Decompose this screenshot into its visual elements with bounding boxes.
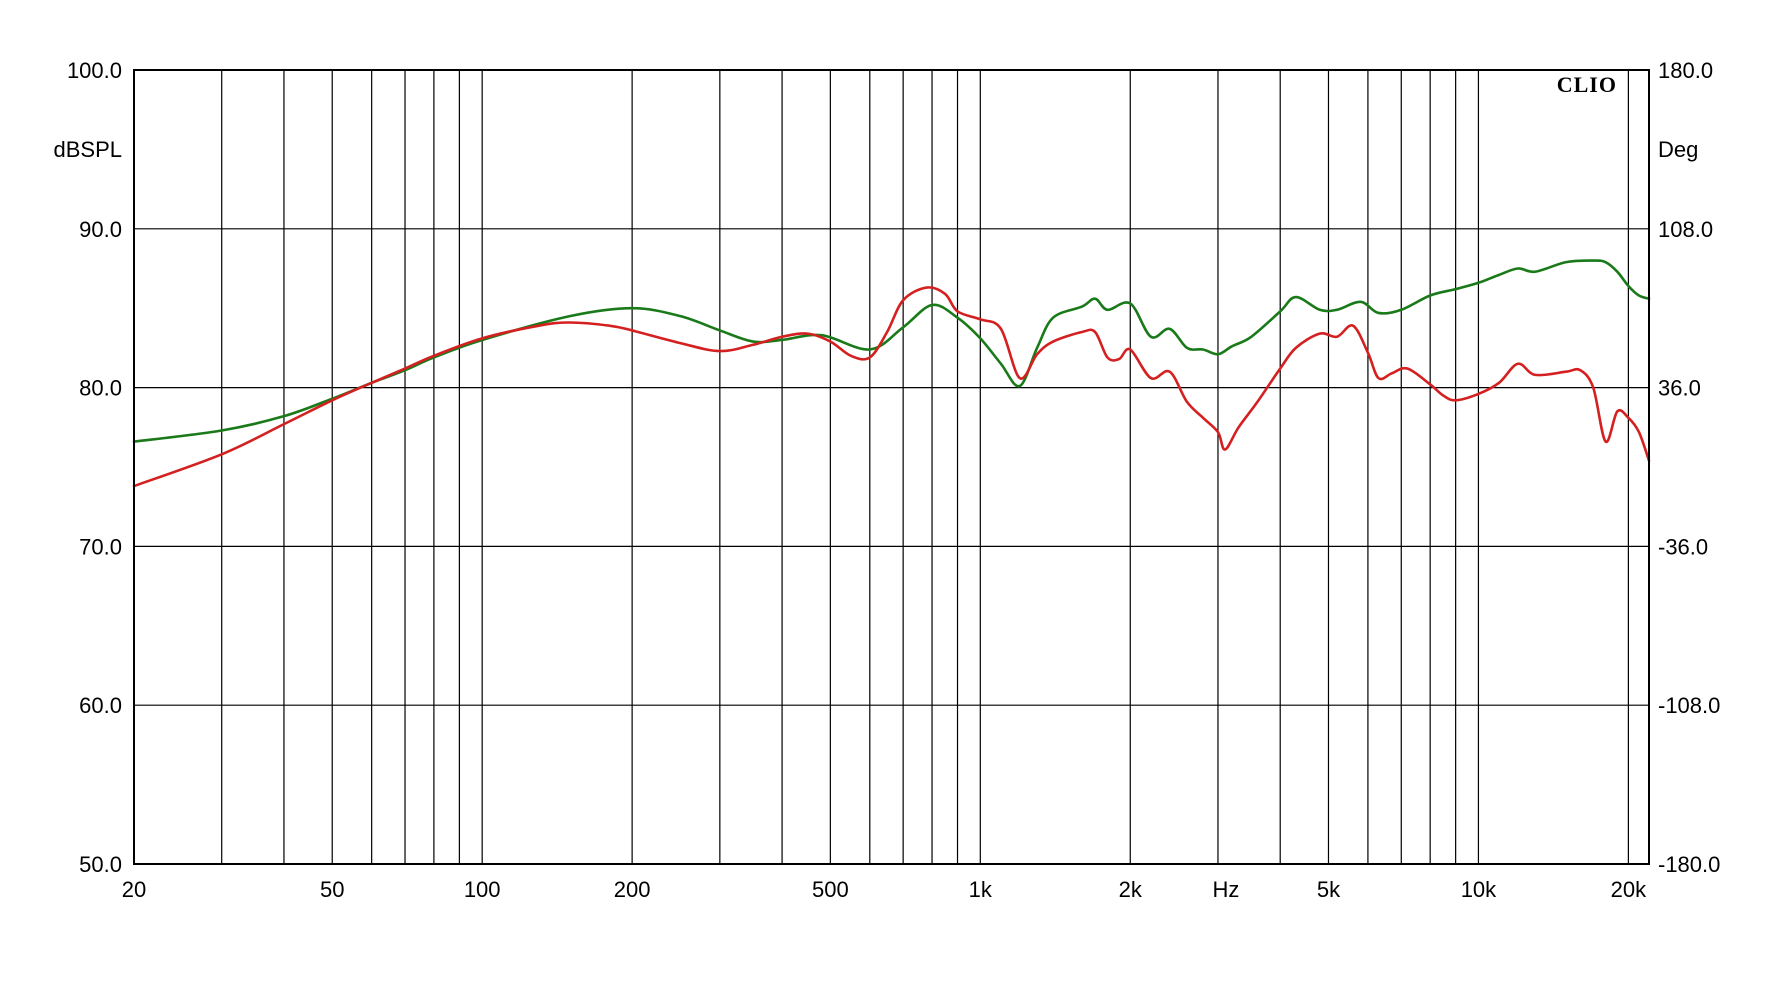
y2-tick-label: -108.0 <box>1658 693 1720 718</box>
y2-tick-label: -36.0 <box>1658 534 1708 559</box>
y-tick-label: 70.0 <box>79 534 122 559</box>
y-tick-label: 90.0 <box>79 217 122 242</box>
x-axis-unit-label: Hz <box>1213 877 1240 902</box>
series-layer <box>132 259 1651 488</box>
x-tick-label: 2k <box>1119 877 1143 902</box>
label-layer: CLIO dBSPL Deg Hz 100.0 90.0 80.0 70.0 60.0 5… <box>54 58 1721 902</box>
x-tick-label: 200 <box>614 877 651 902</box>
series-line-green <box>132 259 1651 443</box>
x-tick-label: 20k <box>1611 877 1647 902</box>
y2-tick-label: 180.0 <box>1658 58 1713 83</box>
y-tick-label: 50.0 <box>79 852 122 877</box>
y2-tick-label: -180.0 <box>1658 852 1720 877</box>
y-tick-label: 100.0 <box>67 58 122 83</box>
x-tick-label: 500 <box>812 877 849 902</box>
x-tick-label: 100 <box>464 877 501 902</box>
y-tick-label: 80.0 <box>79 376 122 401</box>
y2-tick-label: 108.0 <box>1658 217 1713 242</box>
y-tick-label: 60.0 <box>79 693 122 718</box>
x-tick-label: 50 <box>320 877 344 902</box>
plot-frame <box>133 69 1650 865</box>
grid-layer <box>133 69 1649 865</box>
y2-axis-unit-label: Deg <box>1658 137 1698 162</box>
y2-tick-label: 36.0 <box>1658 376 1701 401</box>
clio-brand: CLIO <box>1557 72 1617 97</box>
y-axis-unit-label: dBSPL <box>54 137 123 162</box>
x-tick-label: 1k <box>969 877 993 902</box>
x-tick-label: 5k <box>1317 877 1341 902</box>
x-tick-label: 10k <box>1461 877 1497 902</box>
series-line-red <box>132 286 1651 488</box>
x-tick-label: 20 <box>122 877 146 902</box>
